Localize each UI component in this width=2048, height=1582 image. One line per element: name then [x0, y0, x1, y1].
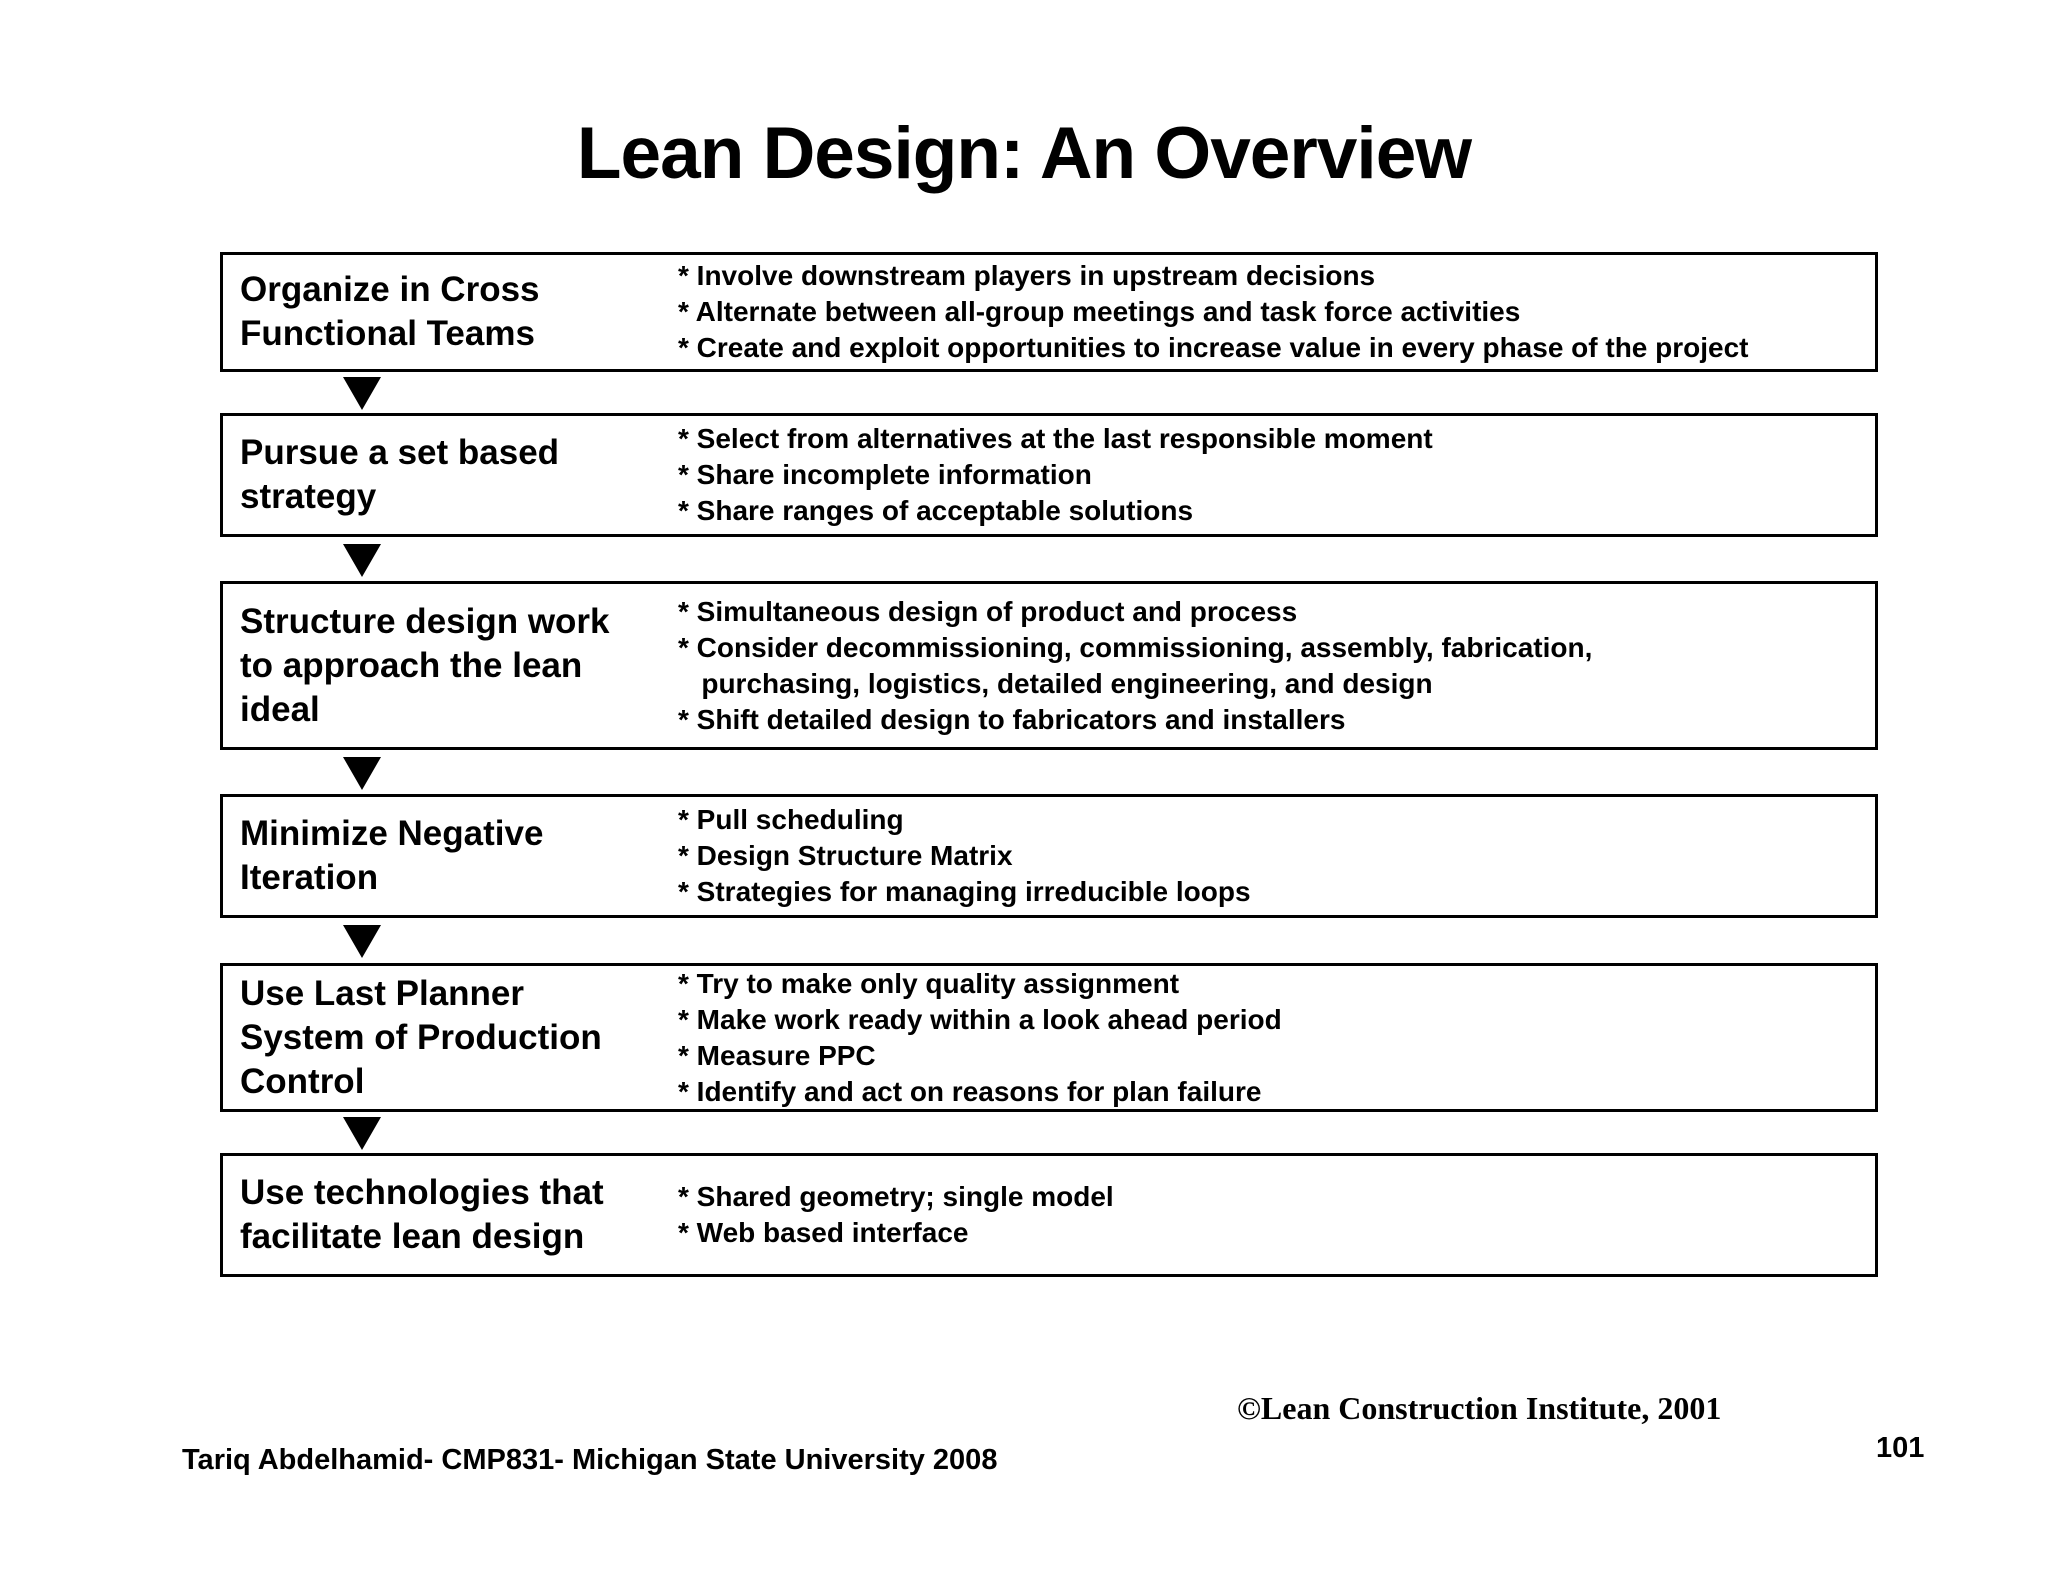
step-heading: Minimize Negative Iteration — [240, 814, 544, 897]
bullet-item: * Consider decommissioning, commissionin… — [678, 631, 1593, 699]
bullet-item: * Measure PPC — [678, 1039, 876, 1071]
step-bullets: * Pull scheduling * Design Structure Mat… — [678, 797, 1875, 915]
step-bullets: * Shared geometry; single model * Web ba… — [678, 1156, 1875, 1274]
author-footer: Tariq Abdelhamid- CMP831- Michigan State… — [182, 1444, 998, 1476]
down-arrow-icon — [343, 757, 381, 790]
bullet-item: * Shift detailed design to fabricators a… — [678, 703, 1346, 735]
step-heading: Use technologies that facilitate lean de… — [240, 1173, 604, 1256]
page-number: 101 — [1876, 1432, 1925, 1464]
step-bullets: * Simultaneous design of product and pro… — [678, 584, 1875, 747]
step-heading: Pursue a set based strategy — [240, 433, 560, 516]
bullet-item: * Shared geometry; single model — [678, 1181, 1114, 1212]
step-box-minimize-negative-iteration: Minimize Negative Iteration * Pull sched… — [220, 794, 1878, 918]
bullet-item: * Identify and act on reasons for plan f… — [678, 1075, 1262, 1107]
down-arrow-icon — [343, 544, 381, 577]
down-arrow-icon — [343, 377, 381, 410]
step-box-structure-design-work: Structure design work to approach the le… — [220, 581, 1878, 750]
step-box-last-planner-system: Use Last Planner System of Production Co… — [220, 963, 1878, 1112]
down-arrow-icon — [343, 1117, 381, 1150]
bullet-item: * Web based interface — [678, 1217, 969, 1248]
bullet-item: * Share incomplete information — [678, 459, 1092, 490]
step-bullets: * Select from alternatives at the last r… — [678, 416, 1875, 534]
copyright-credit: ©Lean Construction Institute, 2001 — [1237, 1390, 1722, 1426]
step-bullets: * Involve downstream players in upstream… — [678, 255, 1875, 369]
down-arrow-icon — [343, 925, 381, 958]
step-box-organize-teams: Organize in Cross Functional Teams * Inv… — [220, 252, 1878, 372]
page-title: Lean Design: An Overview — [576, 113, 1472, 194]
bullet-item: * Simultaneous design of product and pro… — [678, 595, 1298, 627]
step-heading: Use Last Planner System of Production Co… — [240, 973, 602, 1101]
bullet-item: * Make work ready within a look ahead pe… — [678, 1003, 1282, 1035]
step-bullets: * Try to make only quality assignment * … — [678, 966, 1875, 1109]
bullet-item: * Try to make only quality assignment — [678, 967, 1180, 999]
step-box-set-based-strategy: Pursue a set based strategy * Select fro… — [220, 413, 1878, 537]
bullet-item: * Create and exploit opportunities to in… — [678, 332, 1749, 363]
bullet-item: * Select from alternatives at the last r… — [678, 423, 1433, 454]
bullet-item: * Involve downstream players in upstream… — [678, 260, 1376, 291]
step-box-lean-design-technologies: Use technologies that facilitate lean de… — [220, 1153, 1878, 1277]
bullet-item: * Pull scheduling — [678, 804, 904, 835]
bullet-item: * Strategies for managing irreducible lo… — [678, 876, 1251, 907]
bullet-item: * Alternate between all-group meetings a… — [678, 296, 1521, 327]
step-heading: Organize in Cross Functional Teams — [240, 270, 540, 353]
bullet-item: * Design Structure Matrix — [678, 840, 1013, 871]
step-heading: Structure design work to approach the le… — [240, 601, 610, 729]
bullet-item: * Share ranges of acceptable solutions — [678, 495, 1194, 526]
